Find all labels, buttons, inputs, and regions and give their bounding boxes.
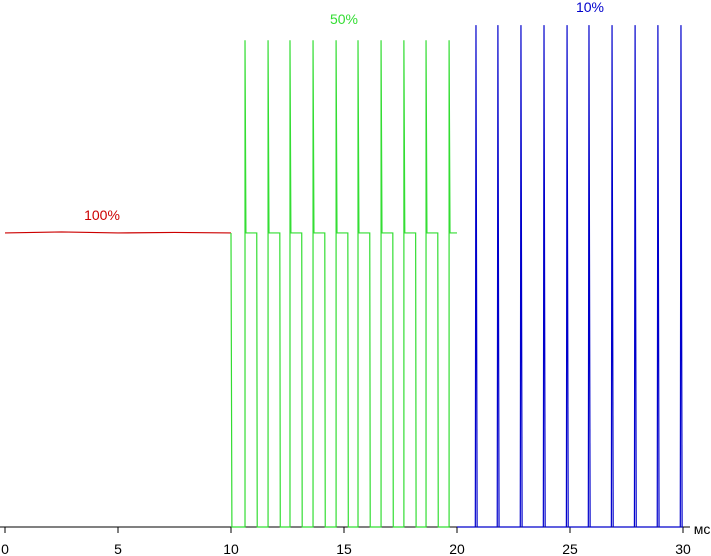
- x-tick-label: 5: [114, 541, 122, 556]
- x-tick-label: 20: [449, 541, 465, 556]
- trace-label: 10%: [576, 0, 604, 15]
- trace: [4, 231, 232, 234]
- trace-label: 50%: [330, 11, 358, 27]
- x-tick-label: 25: [562, 541, 578, 556]
- trace: [457, 25, 683, 528]
- x-tick-label: 10: [223, 541, 239, 556]
- trace-label: 100%: [84, 207, 120, 223]
- x-tick-label: 30: [675, 541, 691, 556]
- x-axis-label: мс: [694, 521, 711, 537]
- x-tick-label: 0: [1, 541, 9, 556]
- x-tick-label: 15: [336, 541, 352, 556]
- trace: [230, 40, 457, 528]
